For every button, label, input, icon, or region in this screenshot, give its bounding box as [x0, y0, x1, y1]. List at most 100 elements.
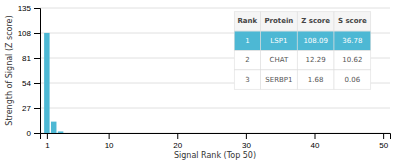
table-text: SERBP1 — [265, 76, 292, 84]
bar — [291, 133, 296, 134]
bar — [99, 133, 104, 134]
table-text: Rank — [237, 17, 257, 25]
bar — [106, 133, 111, 134]
bar — [236, 133, 241, 134]
x-tick-label: 30 — [242, 141, 251, 150]
bar — [346, 133, 351, 134]
x-tick-mark — [383, 133, 384, 139]
bar — [374, 133, 379, 134]
x-tick-mark — [109, 133, 110, 139]
bar — [305, 133, 310, 134]
x-tick-mark — [47, 133, 48, 139]
bar — [325, 133, 330, 134]
grid-line — [40, 8, 390, 9]
bar — [51, 122, 56, 133]
bar — [223, 133, 228, 134]
table-text: 36.78 — [342, 37, 362, 45]
table-cell — [261, 31, 298, 50]
table-text: 108.09 — [303, 37, 328, 45]
bars — [44, 33, 63, 133]
bar — [85, 133, 90, 134]
bar — [161, 133, 166, 134]
plot: 1 10 20 30 40 50 0 27 54 81 108 135 Rank Protein Z sco… — [18, 4, 391, 150]
y-tick-label: 81 — [22, 54, 31, 63]
y-tick-mark — [34, 8, 40, 9]
x-tick-label: 20 — [173, 141, 182, 150]
y-tick: 108 — [18, 29, 40, 38]
bar — [360, 133, 365, 134]
y-axis: 0 27 54 81 108 135 — [18, 4, 41, 138]
y-tick: 0 — [27, 129, 40, 138]
bar — [380, 133, 385, 134]
x-axis-label: Signal Rank (Top 50) — [174, 151, 256, 160]
table-text: Protein — [264, 17, 293, 25]
bar — [154, 133, 159, 134]
bar — [312, 133, 317, 134]
table-cell — [261, 51, 298, 70]
grid — [40, 8, 390, 133]
x-tick-mark — [315, 133, 316, 139]
table-cell — [234, 12, 260, 31]
bar — [250, 133, 255, 134]
table-text: 10.62 — [342, 56, 362, 64]
table-text: 1 — [245, 37, 249, 45]
table: RankProteinZ scoreS score1LSP1108.0936.7… — [234, 12, 371, 90]
x-axis: 1 10 20 30 40 50 — [41, 133, 391, 150]
y-tick-label: 135 — [18, 4, 32, 13]
bar — [92, 133, 97, 134]
x-tick-label: 40 — [311, 141, 320, 150]
bar — [353, 133, 358, 134]
y-tick: 135 — [18, 4, 40, 13]
table-text: S score — [338, 17, 367, 25]
y-tick-mark — [34, 83, 40, 84]
x-tick-label: 50 — [379, 141, 388, 150]
bar — [126, 133, 131, 134]
bar — [271, 133, 276, 134]
bar — [147, 133, 152, 134]
x-tick: 20 — [173, 133, 182, 150]
bar — [202, 133, 207, 134]
table-cell — [261, 12, 298, 31]
bar — [339, 133, 344, 134]
grid-line — [40, 108, 390, 109]
y-tick-mark — [34, 108, 40, 109]
table-text: 12.29 — [306, 56, 326, 64]
bar — [58, 131, 63, 133]
x-tick-label: 1 — [45, 141, 50, 150]
x-tick-mark — [177, 133, 178, 139]
bar — [65, 133, 70, 134]
y-tick-label: 27 — [22, 104, 31, 113]
x-tick-label: 10 — [105, 141, 114, 150]
table-cell — [261, 70, 298, 89]
bar — [195, 133, 200, 134]
table-text: 2 — [245, 56, 249, 64]
bar — [168, 133, 173, 134]
table-text: Z score — [301, 17, 330, 25]
bar — [209, 133, 214, 134]
table-cell — [297, 31, 334, 50]
table-cell — [334, 70, 371, 89]
table-cell — [334, 12, 371, 31]
bar — [113, 133, 118, 134]
y-tick-label: 0 — [27, 129, 32, 138]
x-tick: 1 — [45, 133, 50, 150]
table-cell — [234, 70, 260, 89]
bar — [332, 133, 337, 134]
bar — [175, 133, 180, 134]
table-cell — [234, 51, 260, 70]
y-tick-label: 54 — [22, 79, 31, 88]
bar — [264, 133, 269, 134]
x-tick: 30 — [242, 133, 251, 150]
bar — [216, 133, 221, 134]
bar — [277, 133, 282, 134]
table-cell — [297, 51, 334, 70]
y-tick: 27 — [22, 104, 40, 113]
bar — [133, 133, 138, 134]
bar — [284, 133, 289, 134]
y-tick-mark — [34, 58, 40, 59]
y-tick: 81 — [22, 54, 40, 63]
x-axis-line — [41, 134, 391, 140]
y-tick-mark — [34, 133, 40, 134]
bar — [319, 133, 324, 134]
bar — [78, 133, 83, 134]
